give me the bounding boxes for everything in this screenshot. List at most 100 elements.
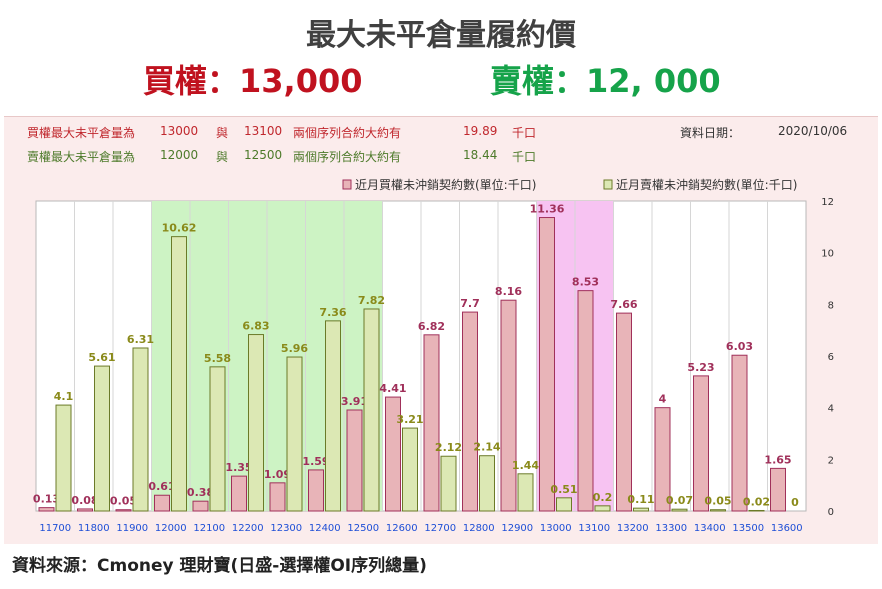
call-data-label-13500: 6.03 <box>726 340 753 353</box>
date-label: 資料日期： <box>680 126 741 140</box>
call-bar-13400 <box>693 375 709 512</box>
x-tick-label-12000: 12000 <box>155 523 187 534</box>
call-data-label-12700: 6.82 <box>418 320 445 333</box>
put-data-label-12300: 5.96 <box>281 342 308 355</box>
put-data-label-13200: 0.11 <box>627 493 654 506</box>
call-bar-13100 <box>577 290 594 512</box>
call-data-label-13000: 11.36 <box>530 203 565 216</box>
put-data-label-13600: 0 <box>791 496 799 509</box>
put-data-label-13400: 0.05 <box>704 495 731 508</box>
call-data-label-11900: 0.05 <box>110 495 137 508</box>
put-info-amount: 18.44 <box>463 148 498 162</box>
y-tick-label: 6 <box>828 352 834 363</box>
put-bar-12900 <box>517 473 534 512</box>
x-tick-label-11900: 11900 <box>116 523 148 534</box>
call-bar-12600 <box>385 396 401 512</box>
legend-swatch-1 <box>603 179 613 190</box>
call-data-label-13300: 4 <box>659 393 667 406</box>
x-tick-label-12400: 12400 <box>309 523 341 534</box>
put-info-and: 與 <box>216 150 229 164</box>
x-tick-label-11700: 11700 <box>39 523 71 534</box>
call-bar-12400 <box>308 469 324 512</box>
put-data-label-12500: 7.82 <box>358 294 385 307</box>
put-headline: 賣權：12, 000 <box>490 62 721 100</box>
call-data-label-13400: 5.23 <box>687 361 714 374</box>
call-info-amount: 19.89 <box>463 124 498 138</box>
x-tick-label-13500: 13500 <box>732 523 764 534</box>
call-bar-12800 <box>462 311 478 512</box>
x-tick-label-12600: 12600 <box>386 523 418 534</box>
x-tick-label-13100: 13100 <box>578 523 610 534</box>
put-data-label-11800: 5.61 <box>88 351 115 364</box>
put-bar-12600 <box>402 427 418 512</box>
put-data-label-12900: 1.44 <box>512 459 539 472</box>
legend-label-0: 近月買權未沖銷契約數(單位:千口) <box>355 177 536 192</box>
call-data-label-13600: 1.65 <box>764 453 791 466</box>
call-info-desc: 兩個序列合約大約有 <box>293 126 402 140</box>
put-data-label-12100: 5.58 <box>204 352 231 365</box>
y-tick-label: 12 <box>821 197 834 208</box>
x-tick-label-11800: 11800 <box>78 523 110 534</box>
y-tick-label: 10 <box>821 249 834 260</box>
call-data-label-12500: 3.91 <box>341 395 368 408</box>
call-data-label-12100: 0.38 <box>187 486 214 499</box>
put-data-label-13100: 0.2 <box>593 491 613 504</box>
call-bar-13000 <box>539 217 555 512</box>
call-bar-12100 <box>192 500 209 512</box>
call-bar-13200 <box>616 312 632 512</box>
put-bar-13500 <box>748 509 765 512</box>
put-data-label-12700: 2.12 <box>435 441 462 454</box>
put-bar-12100 <box>209 366 226 512</box>
y-tick-label: 4 <box>828 404 834 415</box>
put-info-unit: 千口 <box>512 150 537 164</box>
put-bar-12700 <box>440 455 457 512</box>
put-bar-12000 <box>171 236 187 512</box>
call-data-label-12000: 0.61 <box>148 480 175 493</box>
put-bar-11700 <box>55 404 72 512</box>
x-tick-label-12200: 12200 <box>232 523 264 534</box>
call-info-unit: 千口 <box>512 126 537 140</box>
call-bar-12500 <box>346 409 363 512</box>
put-bar-11800 <box>94 365 110 512</box>
call-bar-13500 <box>731 354 748 512</box>
call-info-and: 與 <box>216 126 229 140</box>
call-data-label-12200: 1.35 <box>225 461 252 474</box>
y-tick-label: 8 <box>828 300 834 311</box>
put-bar-11900 <box>132 347 149 512</box>
put-bar-12400 <box>325 320 341 512</box>
put-data-label-12600: 3.21 <box>396 413 423 426</box>
y-tick-label: 2 <box>828 455 834 466</box>
x-tick-label-13400: 13400 <box>694 523 726 534</box>
x-tick-label-12100: 12100 <box>193 523 225 534</box>
call-bar-12900 <box>500 299 517 512</box>
put-bar-13300 <box>671 508 688 512</box>
source-note: 資料來源：Cmoney 理財寶(日盛-選擇權OI序列總量) <box>12 556 427 576</box>
put-bar-13200 <box>633 507 649 512</box>
x-tick-label-12700: 12700 <box>424 523 456 534</box>
legend-swatch-0 <box>342 179 352 190</box>
x-tick-label-13000: 13000 <box>540 523 572 534</box>
call-data-label-11700: 0.13 <box>33 493 60 506</box>
call-data-label-11800: 0.08 <box>71 494 98 507</box>
call-bar-11700 <box>38 507 55 512</box>
put-bar-13100 <box>594 505 611 512</box>
x-tick-label-12800: 12800 <box>463 523 495 534</box>
put-info-desc: 兩個序列合約大約有 <box>293 150 402 164</box>
put-data-label-13300: 0.07 <box>666 494 693 507</box>
call-data-label-12400: 1.59 <box>302 455 329 468</box>
put-data-label-12000: 10.62 <box>162 222 197 235</box>
call-headline: 買權：13,000 <box>143 62 363 100</box>
x-tick-label-12300: 12300 <box>270 523 302 534</box>
call-data-label-12600: 4.41 <box>379 382 406 395</box>
put-bar-13000 <box>556 497 572 512</box>
x-tick-label-13300: 13300 <box>655 523 687 534</box>
date-value: 2020/10/06 <box>778 124 848 138</box>
call-data-label-12900: 8.16 <box>495 285 522 298</box>
call-bar-13600 <box>770 467 786 512</box>
put-bar-12300 <box>286 356 303 512</box>
legend-label-1: 近月賣權未沖銷契約數(單位:千口) <box>616 177 797 192</box>
call-info-label: 買權最大未平倉量為 <box>27 126 136 140</box>
call-bar-13300 <box>654 407 671 512</box>
put-info-strike-high: 12500 <box>244 148 283 162</box>
